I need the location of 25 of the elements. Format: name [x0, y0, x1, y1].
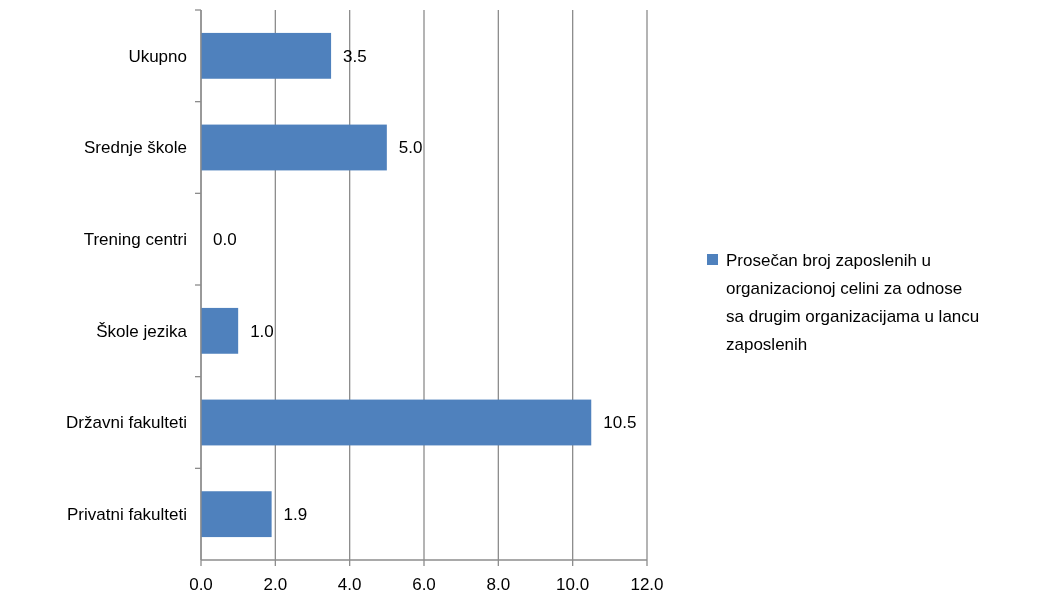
- y-tick-label: Trening centri: [83, 230, 187, 250]
- legend-label: Prosečan broj zaposlenih u organizacionoj celini za odnose sa drugim organizacijama u lancu zaposlenih: [726, 251, 980, 354]
- x-tick-label: 0.0: [189, 575, 213, 594]
- x-tick-label: 8.0: [486, 575, 511, 594]
- bar: [201, 307, 239, 354]
- y-tick-label: Škole jezika: [96, 321, 188, 341]
- x-tick-label: 4.0: [337, 575, 362, 594]
- data-label: 1.9: [283, 505, 308, 525]
- x-tick-label: 12.0: [630, 575, 664, 594]
- bar: [201, 32, 332, 79]
- data-label: 0.0: [213, 230, 237, 250]
- y-tick-label: Državni fakulteti: [66, 413, 187, 433]
- bar: [201, 491, 272, 538]
- bar: [201, 399, 592, 446]
- bar: [201, 124, 387, 171]
- data-label: 10.5: [603, 413, 637, 433]
- data-label: 1.0: [250, 321, 274, 341]
- x-tick-label: 6.0: [412, 575, 436, 594]
- x-tick-label: 2.0: [263, 575, 288, 594]
- data-label: 5.0: [398, 138, 423, 158]
- y-tick-label: Ukupno: [128, 46, 187, 66]
- y-tick-label: Srednje škole: [83, 138, 187, 158]
- y-tick-label: Privatni fakulteti: [67, 505, 187, 525]
- data-label: 3.5: [343, 46, 367, 66]
- x-tick-label: 10.0: [556, 575, 590, 594]
